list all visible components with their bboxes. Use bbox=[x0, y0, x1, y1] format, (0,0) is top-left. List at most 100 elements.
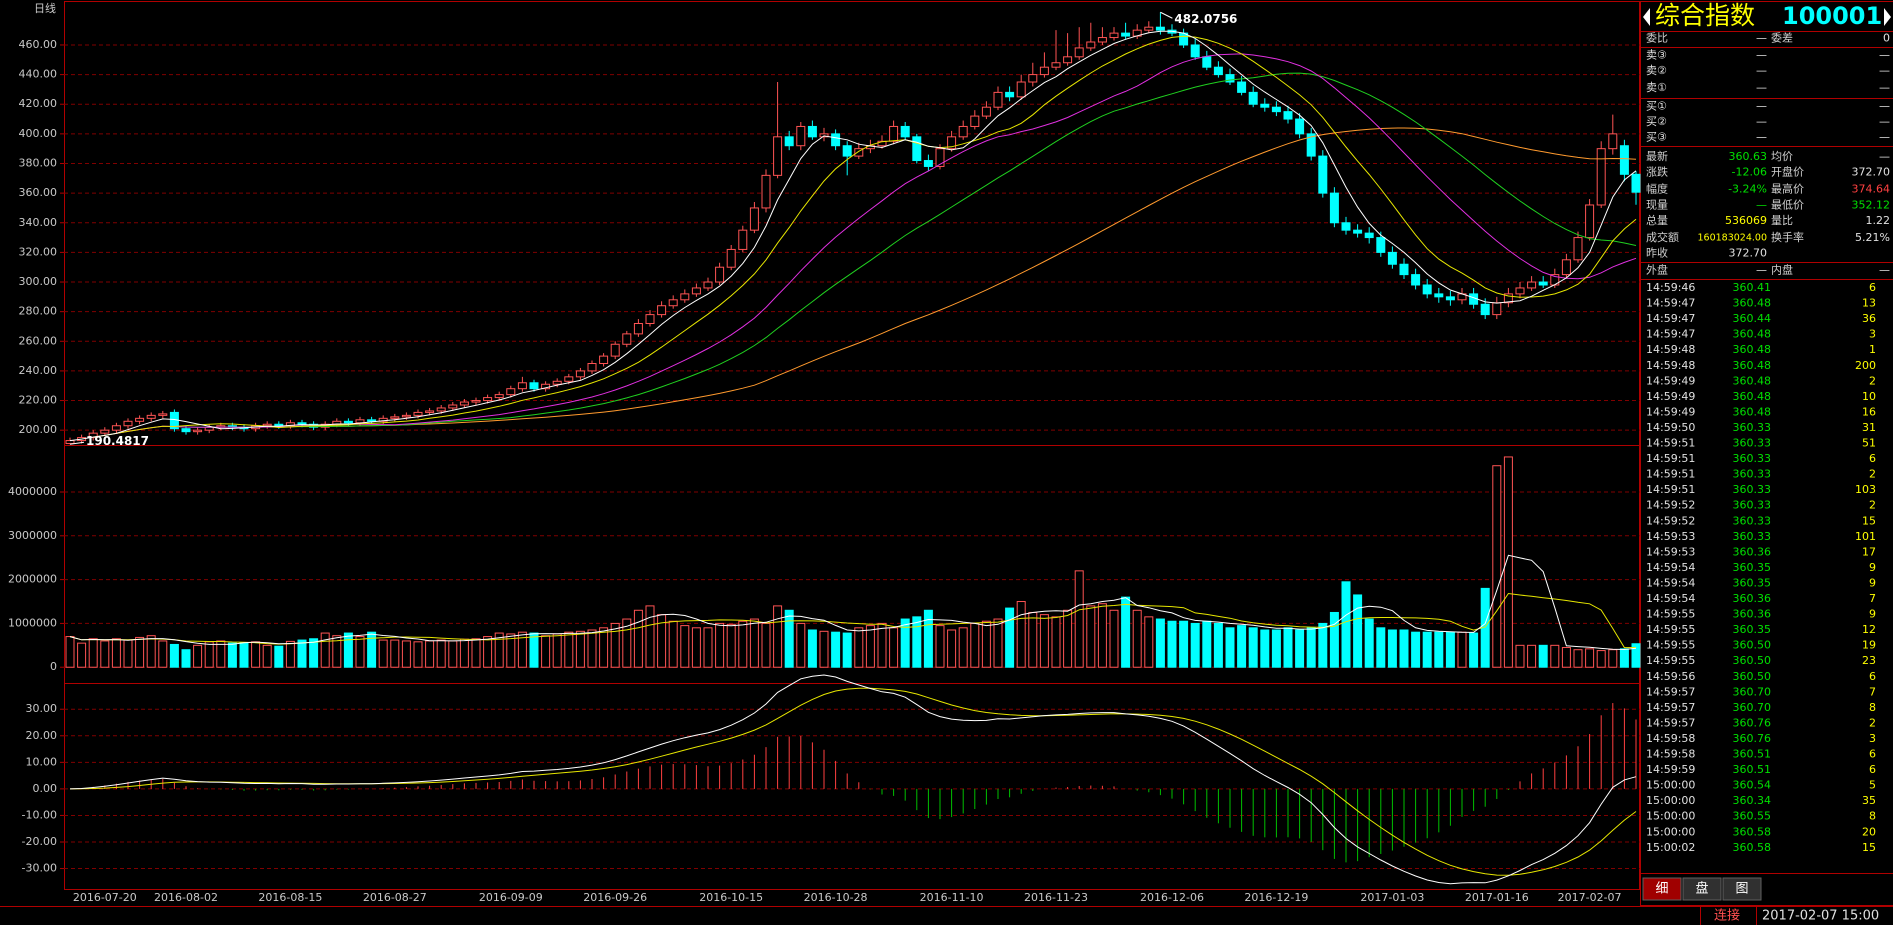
candle-body bbox=[1503, 293, 1513, 304]
dif-line bbox=[69, 674, 1637, 885]
y-tick-label: -10.00 bbox=[22, 808, 57, 821]
candle-body bbox=[146, 414, 156, 419]
candle-body bbox=[401, 414, 411, 418]
volume-bar bbox=[1086, 605, 1096, 668]
volume-bar bbox=[1005, 607, 1015, 668]
prev-arrow[interactable] bbox=[1643, 8, 1650, 26]
tab-label[interactable]: 盘 bbox=[1695, 881, 1708, 897]
volume-bar bbox=[622, 618, 632, 668]
volume-bar bbox=[1492, 465, 1502, 668]
y-tick-label: 0.00 bbox=[33, 782, 58, 795]
volume-bar bbox=[1051, 616, 1061, 668]
y-tick-label: 240.00 bbox=[19, 364, 58, 377]
trade-volume: 23 bbox=[1862, 654, 1876, 667]
trade-price: 360.33 bbox=[1733, 468, 1772, 481]
quote-volume: — bbox=[1879, 64, 1890, 77]
index-code: 100001 bbox=[1782, 2, 1882, 30]
tab[interactable] bbox=[1722, 877, 1762, 901]
volume-bar bbox=[1515, 644, 1525, 668]
trade-time: 14:59:51 bbox=[1646, 483, 1695, 496]
candle-body bbox=[1376, 237, 1386, 253]
volume-bar bbox=[135, 636, 145, 668]
tab[interactable] bbox=[1682, 877, 1722, 901]
trade-price: 360.36 bbox=[1733, 592, 1772, 605]
trade-time: 14:59:50 bbox=[1646, 421, 1695, 434]
volume-bar bbox=[88, 638, 98, 668]
volume-bar bbox=[1527, 644, 1537, 668]
candle-body bbox=[1074, 47, 1084, 58]
quote-value: 536069 bbox=[1725, 214, 1767, 227]
volume-bar bbox=[483, 636, 493, 668]
volume-bar bbox=[1225, 627, 1235, 668]
trade-price: 360.70 bbox=[1733, 685, 1772, 698]
trade-price: 360.70 bbox=[1733, 701, 1772, 714]
candle-body bbox=[459, 401, 469, 406]
volume-bar bbox=[1399, 629, 1409, 668]
quote-label: 买① bbox=[1646, 99, 1667, 112]
candle-body bbox=[1283, 111, 1293, 120]
volume-bar bbox=[668, 620, 678, 668]
volume-bar bbox=[1063, 609, 1073, 668]
next-arrow[interactable] bbox=[1884, 8, 1891, 26]
volume-bar bbox=[529, 632, 539, 668]
candle-body bbox=[796, 125, 806, 147]
volume-bar bbox=[1457, 631, 1467, 668]
volume-bar bbox=[297, 639, 307, 668]
vol-ma5-line bbox=[69, 554, 1637, 651]
trade-volume: 2 bbox=[1869, 468, 1876, 481]
volume-bar bbox=[1109, 609, 1119, 668]
trade-price: 360.51 bbox=[1733, 748, 1772, 761]
volume-bar bbox=[448, 640, 458, 668]
volume-bar bbox=[1353, 594, 1363, 668]
volume-bar bbox=[1283, 627, 1293, 668]
volume-bar bbox=[889, 627, 899, 668]
connection: 连接 bbox=[1714, 908, 1740, 924]
candle-body bbox=[761, 174, 771, 209]
candle-body bbox=[854, 148, 864, 157]
y-tick-label: 340.00 bbox=[19, 216, 58, 229]
candle-body bbox=[784, 136, 794, 147]
candle-body bbox=[912, 136, 922, 162]
volume-bar bbox=[401, 640, 411, 668]
ma30-line bbox=[174, 72, 1637, 428]
trade-time: 14:59:48 bbox=[1646, 343, 1695, 356]
volume-bar bbox=[111, 638, 121, 668]
volume-bar bbox=[599, 627, 609, 668]
volume-bar bbox=[854, 627, 864, 668]
trade-volume: 6 bbox=[1869, 748, 1876, 761]
trade-time: 14:59:55 bbox=[1646, 608, 1695, 621]
y-tick-label: 3000000 bbox=[8, 529, 57, 542]
tab-label[interactable]: 图 bbox=[1735, 882, 1748, 897]
trade-volume: 36 bbox=[1862, 312, 1876, 325]
trade-volume: 6 bbox=[1869, 670, 1876, 683]
volume-bar bbox=[1144, 616, 1154, 668]
trade-price: 360.34 bbox=[1733, 794, 1772, 807]
tab-label[interactable]: 细 bbox=[1655, 882, 1668, 897]
candle-body bbox=[645, 314, 655, 325]
trade-time: 14:59:57 bbox=[1646, 701, 1695, 714]
trade-price: 360.58 bbox=[1733, 841, 1772, 854]
candle-body bbox=[1039, 66, 1049, 76]
volume-bar bbox=[1596, 650, 1606, 668]
quote-value: — bbox=[1879, 150, 1890, 163]
volume-bar bbox=[633, 609, 643, 668]
quote-label: 量比 bbox=[1771, 214, 1793, 227]
y-tick-label: 380.00 bbox=[19, 156, 58, 169]
volume-bar bbox=[251, 641, 261, 668]
candle-body bbox=[610, 343, 620, 357]
quote-label: 总量 bbox=[1646, 213, 1668, 227]
tab[interactable] bbox=[1642, 877, 1682, 901]
trade-price: 360.51 bbox=[1733, 763, 1772, 776]
candle-body bbox=[807, 125, 817, 138]
trade-volume: 5 bbox=[1869, 779, 1876, 792]
y-tick-label: 260.00 bbox=[19, 334, 58, 347]
quote-label: 最高价 bbox=[1771, 182, 1804, 196]
volume-bar bbox=[900, 618, 910, 668]
trade-volume: 8 bbox=[1869, 701, 1876, 714]
volume-bar bbox=[1585, 648, 1595, 668]
volume-bar bbox=[343, 632, 353, 668]
quote-price: — bbox=[1756, 49, 1767, 62]
trade-time: 14:59:53 bbox=[1646, 545, 1695, 558]
